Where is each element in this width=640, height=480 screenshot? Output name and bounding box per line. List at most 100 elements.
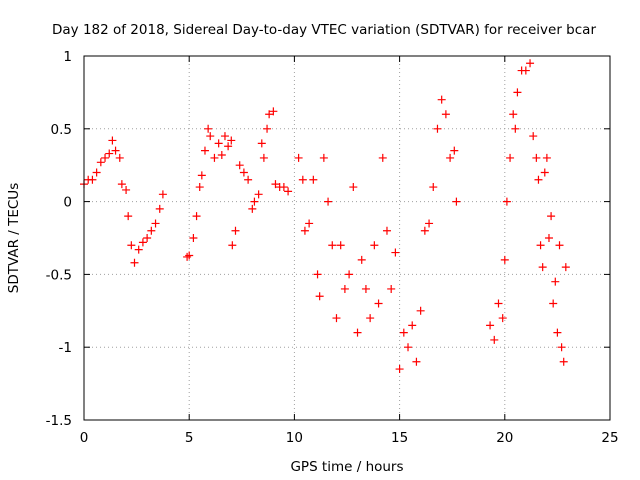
data-point (248, 204, 257, 213)
y-tick-label: 0.5 (51, 122, 72, 138)
data-point (235, 161, 244, 170)
y-tick-label: -0.5 (46, 267, 72, 283)
data-point (319, 153, 328, 162)
data-point (259, 153, 268, 162)
data-point (305, 219, 314, 228)
data-point (315, 292, 324, 301)
data-point (143, 234, 152, 242)
data-point (395, 365, 404, 374)
data-point (446, 153, 455, 162)
data-point (349, 183, 358, 192)
data-point (490, 335, 499, 344)
data-point (549, 299, 558, 308)
data-point (117, 180, 126, 189)
data-point (391, 248, 400, 257)
y-axis: -1.5 -1 -0.5 0 0.5 1 (46, 49, 610, 429)
data-point (486, 321, 495, 330)
data-point (526, 59, 535, 68)
data-point (210, 153, 219, 162)
data-point (309, 175, 318, 184)
data-point (313, 270, 322, 279)
data-point (206, 132, 215, 141)
data-point (122, 185, 131, 194)
data-point (542, 153, 551, 162)
data-point (425, 219, 434, 228)
data-point (450, 146, 459, 155)
data-point (408, 321, 417, 330)
chart-title: Day 182 of 2018, Sidereal Day-to-day VTE… (52, 22, 596, 38)
data-point (214, 139, 223, 148)
data-point (115, 153, 124, 162)
data-point (357, 255, 366, 264)
data-point (195, 183, 204, 192)
data-point (263, 124, 272, 133)
data-point (324, 197, 333, 206)
data-point (96, 158, 105, 167)
data-point (336, 241, 345, 250)
data-point (227, 136, 236, 145)
data-point (534, 175, 543, 184)
data-point (231, 226, 240, 235)
data-point (127, 241, 136, 250)
data-point (536, 241, 545, 250)
data-point (404, 343, 413, 352)
data-point (204, 124, 213, 133)
data-point (416, 306, 425, 315)
data-point (151, 219, 160, 228)
data-point (529, 132, 538, 141)
data-point (412, 357, 421, 366)
data-point (271, 180, 280, 189)
data-point (345, 270, 354, 279)
data-point (399, 328, 408, 337)
data-point (538, 263, 547, 272)
x-tick-label: 10 (286, 430, 303, 446)
data-point (92, 168, 101, 177)
data-point (244, 175, 253, 184)
data-point (105, 149, 114, 158)
data-point (532, 153, 541, 162)
data-point (185, 251, 194, 260)
data-point (183, 252, 192, 261)
data-point (494, 299, 503, 308)
grid-lines (84, 56, 610, 420)
data-point (540, 168, 549, 177)
data-point (217, 151, 226, 160)
data-point (192, 212, 201, 221)
data-point (111, 146, 120, 155)
y-axis-label: SDTVAR / TECUs (6, 183, 22, 293)
data-point (441, 110, 450, 119)
data-point (557, 343, 566, 352)
data-point (254, 190, 263, 199)
data-point (353, 328, 362, 337)
data-point (521, 66, 530, 75)
y-tick-label: 0 (63, 195, 72, 211)
data-point (551, 277, 560, 286)
data-point (547, 212, 556, 221)
plot-frame (83, 55, 611, 421)
data-point (294, 153, 303, 162)
x-axis: 0 5 10 15 20 25 (80, 56, 619, 446)
data-point (378, 153, 387, 162)
data-point (506, 153, 515, 162)
data-point (374, 299, 383, 308)
data-point (509, 110, 518, 119)
data-point (382, 226, 391, 235)
data-point (265, 110, 274, 119)
data-point (420, 226, 429, 235)
data-point (559, 357, 568, 366)
data-point (366, 314, 375, 323)
data-point (224, 142, 233, 151)
data-point (452, 197, 461, 206)
data-point (361, 284, 370, 293)
data-point (561, 263, 570, 272)
data-point (429, 183, 438, 192)
y-tick-label: -1 (59, 340, 72, 356)
data-point (300, 226, 309, 235)
data-point (155, 204, 164, 213)
data-point (147, 226, 156, 235)
data-point (340, 284, 349, 293)
data-point (328, 241, 337, 250)
x-axis-label: GPS time / hours (290, 459, 403, 475)
data-point (387, 284, 396, 293)
